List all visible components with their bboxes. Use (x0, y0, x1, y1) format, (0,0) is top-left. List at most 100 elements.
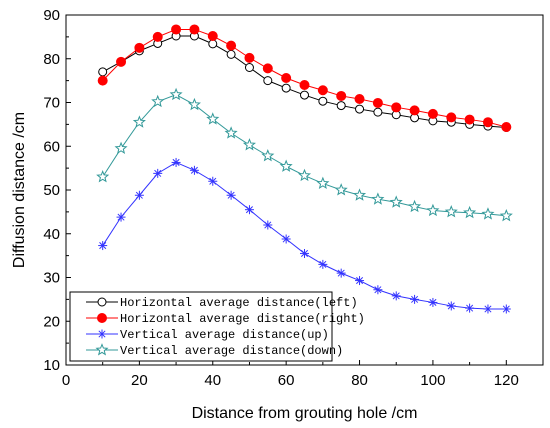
data-point (263, 76, 273, 86)
asterisk-stroke (264, 221, 272, 229)
data-point (262, 63, 273, 74)
legend-label: Horizontal average distance(left) (120, 296, 358, 310)
y-tick-label: 10 (43, 357, 60, 374)
asterisk-stroke (337, 269, 345, 277)
legend-marker (97, 313, 107, 323)
data-point (481, 207, 495, 220)
data-point (207, 31, 218, 41)
data-point (426, 203, 440, 217)
asterisk-stroke (429, 298, 437, 306)
x-tick-label: 80 (351, 372, 368, 389)
data-point (371, 192, 385, 205)
data-point (226, 190, 236, 200)
y-tick-label: 50 (43, 182, 60, 199)
series-3 (96, 87, 513, 222)
asterisk-stroke (374, 286, 382, 294)
series-line (102, 94, 507, 217)
data-point (281, 73, 292, 83)
data-point (317, 85, 328, 96)
data-point (355, 276, 365, 286)
asterisk-stroke (319, 260, 327, 268)
data-point (373, 107, 383, 117)
asterisk-stroke (300, 249, 309, 257)
x-tick-label: 40 (204, 372, 221, 389)
asterisk-stroke (392, 292, 400, 300)
y-tick-label: 70 (43, 95, 60, 112)
data-point (410, 294, 420, 304)
y-axis: 10 20 30 40 50 60 70 80 90 (43, 7, 71, 374)
data-point (208, 176, 218, 186)
data-point (427, 108, 438, 119)
data-point (116, 212, 126, 222)
data-point (208, 39, 218, 49)
x-tick-label: 60 (278, 372, 295, 389)
asterisk-stroke (282, 235, 290, 243)
y-tick-label: 80 (43, 51, 60, 68)
legend-marker (95, 343, 109, 356)
series-line (102, 28, 507, 128)
data-point (336, 268, 346, 278)
legend-entry: Horizontal average distance(right) (86, 312, 365, 326)
data-point (244, 205, 254, 215)
data-point (187, 97, 201, 111)
asterisk-stroke (356, 277, 364, 285)
series-layer (96, 24, 513, 314)
data-point (300, 248, 309, 258)
series-1 (97, 24, 512, 132)
asterisk-stroke (209, 177, 217, 185)
data-point (206, 112, 220, 125)
y-tick-label: 30 (43, 270, 60, 287)
data-point (336, 90, 347, 101)
data-point (98, 241, 108, 251)
data-point (372, 97, 383, 108)
data-point (409, 105, 420, 116)
data-point (428, 297, 438, 307)
data-point (189, 165, 199, 175)
asterisk-stroke (154, 169, 162, 177)
asterisk-stroke (502, 305, 510, 313)
y-tick-label: 20 (43, 313, 60, 330)
data-point (334, 183, 348, 196)
y-tick-label: 90 (43, 7, 60, 24)
data-point (408, 199, 422, 213)
data-point (391, 102, 402, 113)
data-point (171, 24, 182, 35)
data-point (96, 170, 110, 183)
x-axis-title: Distance from grouting hole /cm (192, 405, 418, 422)
asterisk-stroke (411, 295, 419, 303)
data-point (336, 101, 346, 111)
data-point (316, 176, 330, 189)
data-point (152, 31, 163, 42)
x-tick-label: 20 (131, 372, 148, 389)
data-point (355, 104, 365, 114)
asterisk-stroke (447, 302, 455, 310)
data-point (224, 126, 238, 139)
asterisk-stroke (484, 305, 492, 313)
series-2 (98, 157, 511, 314)
legend-label: Vertical average distance(up) (120, 328, 329, 342)
data-point (444, 205, 458, 218)
series-line (102, 161, 507, 310)
data-point (483, 304, 493, 314)
data-point (244, 63, 254, 72)
x-tick-label: 120 (494, 372, 519, 389)
x-tick-label: 0 (62, 372, 70, 389)
data-point (97, 75, 108, 86)
data-point (446, 112, 457, 123)
data-point (132, 115, 146, 128)
data-point (353, 188, 367, 201)
asterisk-stroke (245, 206, 253, 214)
legend-marker (97, 297, 107, 307)
asterisk-stroke (190, 166, 198, 174)
data-point (465, 303, 475, 313)
data-point (464, 114, 475, 125)
data-point (261, 149, 275, 162)
data-point (501, 304, 511, 314)
legend-marker (97, 329, 107, 339)
data-point (226, 49, 236, 59)
legend-entry: Vertical average distance(down) (86, 343, 343, 358)
data-point (171, 157, 181, 167)
legend-label: Vertical average distance(down) (120, 344, 343, 358)
data-point (300, 90, 309, 100)
